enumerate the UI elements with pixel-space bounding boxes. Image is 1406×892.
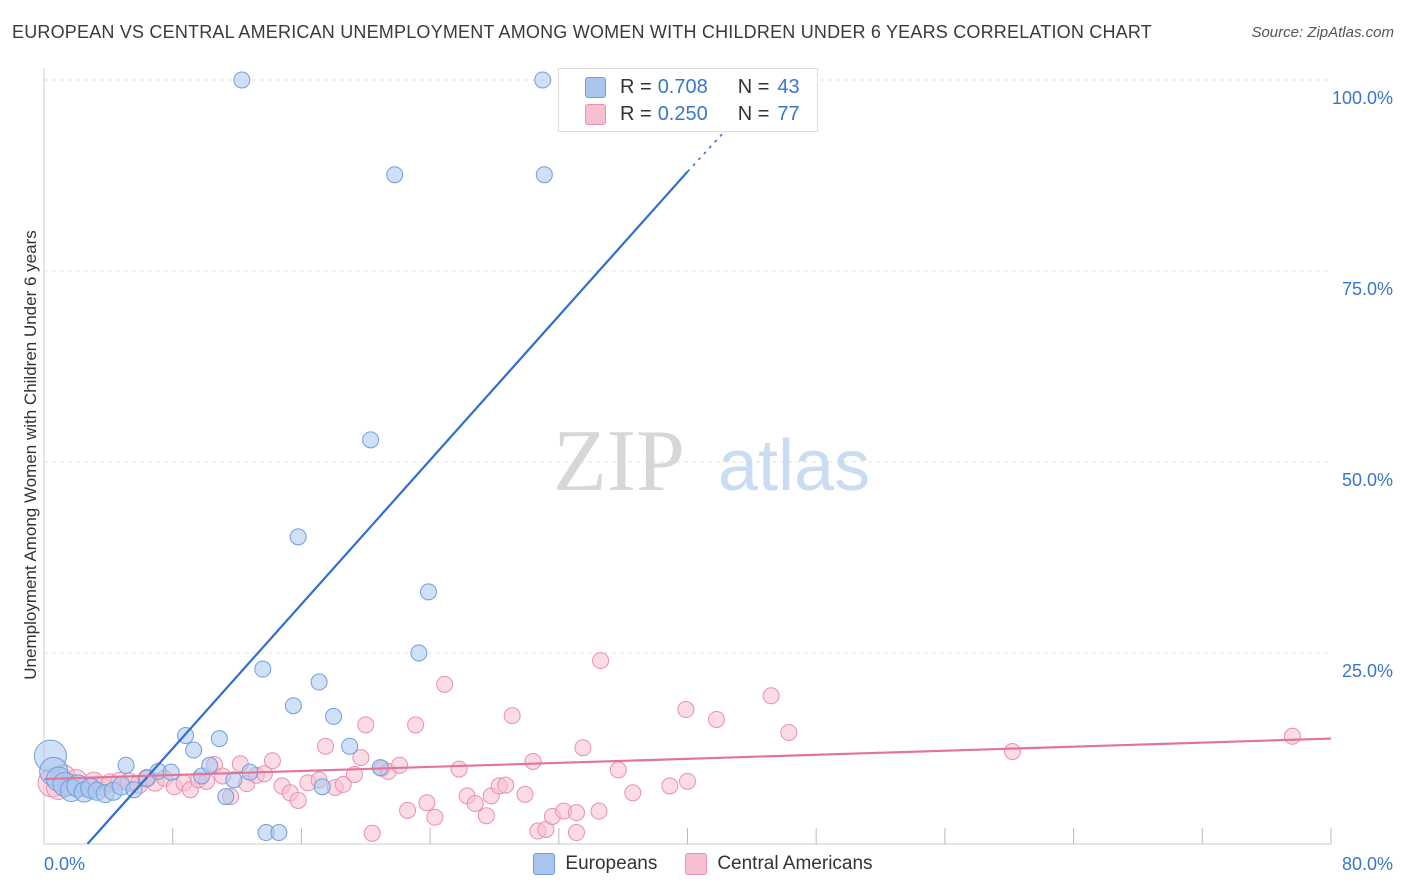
legend-item-central[interactable]: Central Americans (685, 853, 873, 875)
europeans-trendline (86, 170, 689, 845)
central-americans-point (574, 739, 592, 757)
europeans-point (225, 771, 243, 789)
legend-swatch-central (685, 853, 708, 875)
central-americans-point (391, 756, 409, 774)
y-axis-label: Unemployment Among Women with Children U… (21, 230, 40, 679)
y-tick-label: 50.0% (1342, 470, 1393, 490)
correlation-stats-box: R = 0.708 N = 43 R = 0.250 N = 77 (558, 68, 818, 132)
central-americans-point (418, 794, 436, 812)
europeans-point (289, 528, 307, 546)
central-americans-point (363, 824, 381, 842)
europeans-point (217, 788, 235, 806)
europeans-point (325, 707, 343, 725)
central-americans-point (317, 737, 335, 755)
europeans-point (233, 71, 251, 89)
source-label: Source: ZipAtlas.com (1251, 24, 1394, 41)
central-americans-point (707, 710, 725, 728)
central-americans-points (37, 652, 1301, 842)
europeans-point (117, 756, 135, 774)
europeans-trendline-extension (686, 110, 745, 173)
central-americans-point (1003, 743, 1021, 761)
central-americans-point (477, 807, 495, 825)
central-americans-point (609, 761, 627, 779)
central-americans-point (590, 802, 608, 820)
stats-n-value-europeans: 43 (777, 75, 800, 98)
y-tick-label: 75.0% (1342, 279, 1393, 299)
central-americans-point (780, 723, 798, 741)
europeans-point (284, 697, 302, 715)
central-americans-trendline (43, 737, 1332, 781)
europeans-points (33, 71, 611, 842)
stats-n-value-central: 77 (777, 102, 800, 125)
stats-n-label: N = (737, 102, 770, 125)
central-americans-point (334, 775, 352, 793)
europeans-point (419, 583, 437, 601)
trend-lines (43, 110, 1332, 845)
central-americans-point (497, 776, 515, 794)
europeans-point (162, 763, 180, 781)
europeans-point (254, 660, 272, 678)
legend-item-europeans[interactable]: Europeans (533, 853, 657, 875)
watermark-atlas: atlas (718, 426, 870, 506)
central-americans-point (450, 760, 468, 778)
grid-lines (44, 79, 1331, 654)
europeans-point (410, 644, 428, 662)
central-americans-point (516, 785, 534, 803)
stats-r-value-europeans: 0.708 (657, 75, 708, 98)
central-americans-point (399, 801, 417, 819)
central-americans-point (357, 716, 375, 734)
watermark-zip: ZIP (553, 413, 685, 510)
y-tick-label: 100.0% (1332, 88, 1393, 108)
central-americans-point (503, 707, 521, 725)
central-americans-point (524, 752, 542, 770)
central-americans-point (263, 752, 281, 770)
europeans-point (535, 166, 553, 184)
central-americans-point (679, 772, 696, 790)
stats-swatch-europeans (585, 76, 606, 98)
central-americans-point (677, 701, 695, 719)
central-americans-point (567, 824, 585, 842)
central-americans-point (762, 687, 780, 705)
central-americans-point (407, 716, 425, 734)
central-americans-point (426, 808, 444, 826)
stats-r-value-central: 0.250 (657, 102, 708, 125)
central-americans-point (289, 791, 307, 809)
central-americans-point (661, 777, 679, 795)
stats-r-label: R = (620, 75, 652, 98)
central-americans-point (436, 675, 454, 693)
stats-swatch-central (585, 103, 606, 125)
stats-n-label: N = (737, 75, 770, 98)
chart-title: EUROPEAN VS CENTRAL AMERICAN UNEMPLOYMEN… (12, 22, 1152, 42)
central-americans-point (592, 652, 610, 670)
legend-label-central: Central Americans (717, 853, 873, 874)
legend-label-europeans: Europeans (565, 853, 658, 874)
axes (43, 68, 1332, 845)
europeans-point (534, 71, 552, 89)
europeans-point (362, 431, 380, 449)
europeans-point (310, 673, 328, 691)
central-americans-point (352, 749, 370, 767)
y-tick-label: 25.0% (1342, 661, 1393, 681)
tick-labels: 25.0% 50.0% 75.0% 100.0% 0.0% 80.0% (44, 88, 1393, 874)
legend-swatch-europeans (533, 853, 556, 875)
central-americans-point (466, 795, 484, 813)
europeans-point (386, 166, 404, 184)
europeans-point (341, 737, 359, 755)
europeans-point (185, 741, 203, 759)
europeans-point (313, 778, 331, 796)
stats-row-central: R = 0.250 N = 77 (585, 102, 800, 126)
europeans-point (270, 824, 288, 842)
x-tick-label-min: 0.0% (44, 854, 85, 874)
central-americans-point (1283, 727, 1301, 745)
central-americans-point (567, 804, 585, 822)
central-americans-point (624, 784, 642, 802)
stats-row-europeans: R = 0.708 N = 43 (585, 75, 800, 99)
stats-r-label: R = (620, 102, 652, 125)
europeans-point (210, 730, 228, 748)
europeans-point (201, 756, 219, 774)
x-tick-label-max: 80.0% (1342, 854, 1393, 874)
chart-legend: Europeans Central Americans (0, 848, 1406, 880)
